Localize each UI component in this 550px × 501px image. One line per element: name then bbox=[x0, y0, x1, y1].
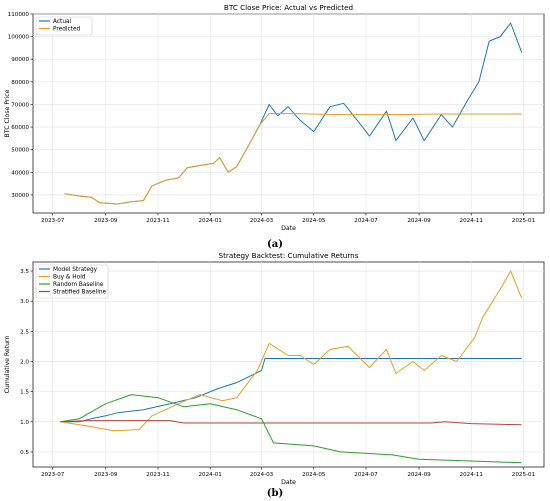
x-tick-label: 2024-03 bbox=[250, 472, 274, 478]
x-tick-label: 2024-01 bbox=[198, 472, 222, 478]
chart-cumulative-returns: 2023-07 2023-09 2023-11 2024-01 2024-03 2024-… bbox=[4, 251, 545, 499]
x-tick-label: 2023-11 bbox=[146, 472, 170, 478]
y-tick-label: 0.5 bbox=[20, 450, 29, 456]
series-line-buy-hold bbox=[60, 270, 523, 432]
y-axis-label-b: Cumulative Return bbox=[4, 336, 11, 394]
series-line-predicted bbox=[64, 113, 522, 205]
x-tick-label: 2023-11 bbox=[146, 218, 170, 224]
y-tick-label: 3.0 bbox=[20, 299, 29, 305]
x-tick-label: 2023-09 bbox=[94, 218, 118, 224]
y-tick-label: 60000 bbox=[11, 125, 29, 131]
x-tick-label: 2024-03 bbox=[250, 218, 274, 224]
x-tick-label: 2024-11 bbox=[460, 218, 484, 224]
y-tick-label: 30000 bbox=[11, 193, 29, 199]
y-tick-label: 2.0 bbox=[20, 359, 29, 365]
plot-frame-b bbox=[32, 261, 545, 468]
x-tick-label: 2025-01 bbox=[512, 472, 536, 478]
x-tick-label: 2024-05 bbox=[302, 472, 326, 478]
chart-title-b: Strategy Backtest: Cumulative Returns bbox=[219, 251, 359, 260]
legend-a: Actual Predicted bbox=[35, 16, 93, 36]
y-axis-label-a: BTC Close Price bbox=[4, 89, 11, 137]
y-tick-label: 1.5 bbox=[20, 390, 29, 396]
legend-entry: Stratified Baseline bbox=[53, 290, 107, 296]
y-tick-label: 70000 bbox=[11, 102, 29, 108]
grid-a bbox=[33, 13, 544, 213]
series-group-b bbox=[60, 270, 523, 464]
y-tick-label: 110000 bbox=[8, 12, 30, 18]
series-group-a bbox=[64, 22, 523, 205]
x-axis-label-b: Date bbox=[281, 479, 296, 486]
y-tick-label: 90000 bbox=[11, 57, 29, 63]
legend-box bbox=[35, 264, 109, 299]
y-tick-label: 1.0 bbox=[20, 420, 29, 426]
series-line-random-baseline bbox=[60, 394, 522, 464]
x-tick-label: 2024-09 bbox=[407, 218, 431, 224]
y-tick-label: 3.5 bbox=[20, 269, 29, 275]
legend-entry: Random Baseline bbox=[53, 282, 104, 288]
y-tick-label: 100000 bbox=[8, 35, 30, 41]
x-tick-label: 2024-07 bbox=[354, 472, 378, 478]
grid-b bbox=[33, 262, 544, 467]
series-line-stratified-baseline bbox=[60, 420, 522, 426]
legend-entry: Actual bbox=[53, 19, 72, 25]
chart-title-a: BTC Close Price: Actual vs Predicted bbox=[224, 3, 353, 12]
y-tick-label: 80000 bbox=[11, 80, 29, 86]
panel-label-b: (b) bbox=[267, 488, 283, 499]
x-tick-label: 2023-07 bbox=[41, 472, 65, 478]
legend-entry: Buy & Hold bbox=[53, 275, 86, 281]
y-tick-label: 40000 bbox=[11, 170, 29, 176]
panel-label-a: (a) bbox=[267, 239, 283, 250]
legend-entry: Model Strategy bbox=[53, 267, 98, 273]
x-tick-label: 2023-07 bbox=[41, 218, 65, 224]
x-tick-label: 2024-07 bbox=[354, 218, 378, 224]
x-tick-label: 2025-01 bbox=[512, 218, 536, 224]
x-tick-label: 2024-05 bbox=[302, 218, 326, 224]
legend-entry: Predicted bbox=[53, 27, 81, 33]
chart-actual-vs-predicted: 2023-07 2023-09 2023-11 2024-01 2024-03 2024-… bbox=[4, 3, 545, 250]
x-ticks-b: 2023-07 2023-09 2023-11 2024-01 2024-03 2024-… bbox=[41, 467, 536, 478]
x-tick-label: 2024-01 bbox=[198, 218, 222, 224]
y-tick-label: 2.5 bbox=[20, 329, 29, 335]
y-ticks-b: 0.5 1.0 1.5 2.0 2.5 3.0 3.5 bbox=[20, 269, 33, 456]
series-line-model-strategy bbox=[60, 358, 522, 423]
y-ticks-a: 30000 40000 50000 60000 70000 80000 90000 10000… bbox=[8, 12, 33, 199]
x-tick-label: 2023-09 bbox=[94, 472, 118, 478]
x-tick-label: 2024-09 bbox=[407, 472, 431, 478]
x-tick-label: 2024-11 bbox=[460, 472, 484, 478]
x-ticks-a: 2023-07 2023-09 2023-11 2024-01 2024-03 2024-… bbox=[41, 213, 536, 224]
x-axis-label-a: Date bbox=[281, 225, 296, 232]
y-tick-label: 50000 bbox=[11, 148, 29, 154]
